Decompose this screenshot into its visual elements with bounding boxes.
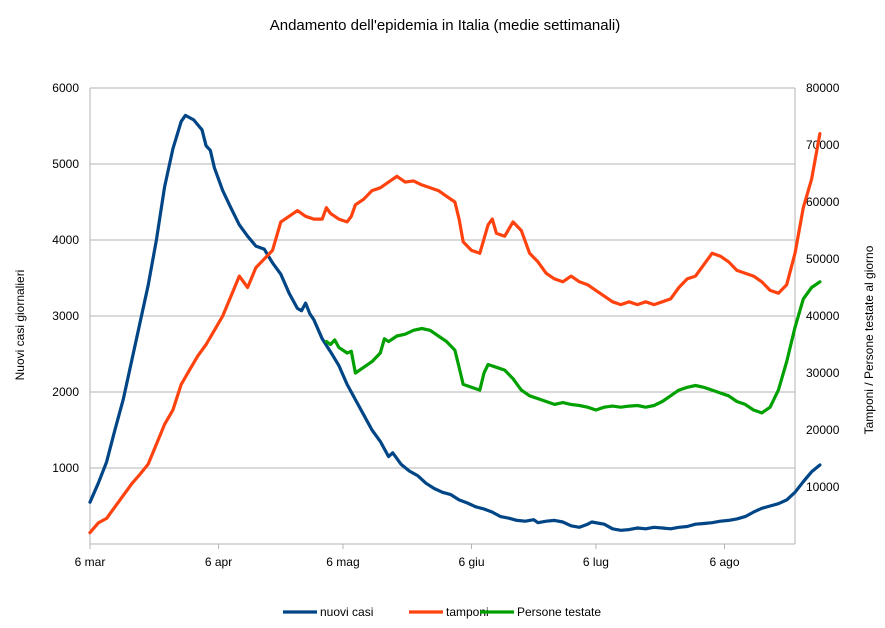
y-right-tick-label: 30000 [806, 366, 840, 380]
y-right-tick-label: 70000 [806, 138, 840, 152]
legend-label: nuovi casi [320, 605, 373, 619]
axes [89, 88, 796, 549]
y-left-tick-label: 3000 [52, 309, 79, 323]
grid [90, 87, 795, 469]
x-tick-label: 6 mag [326, 555, 359, 569]
ticks: 1000 2000 3000 4000 5000 6000 10000 20000 30000 4… [52, 81, 839, 569]
legend-label: tamponi [446, 605, 489, 619]
series-lines [88, 113, 822, 535]
y-axis-left-title: Nuovi casi giornalieri [13, 270, 27, 381]
x-tick-label: 6 mar [75, 555, 106, 569]
x-tick-label: 6 ago [709, 555, 739, 569]
series-line-nuovi-casi [88, 113, 822, 532]
y-right-tick-label: 60000 [806, 195, 840, 209]
x-tick-label: 6 lug [583, 555, 609, 569]
y-left-tick-label: 6000 [52, 81, 79, 95]
legend: nuovi casi tamponi Persone testate [283, 605, 601, 619]
y-right-tick-label: 10000 [806, 480, 840, 494]
chart-title: Andamento dell'epidemia in Italia (medie… [270, 17, 621, 34]
y-right-tick-label: 40000 [806, 309, 840, 323]
y-right-tick-label: 20000 [806, 423, 840, 437]
y-left-tick-label: 4000 [52, 233, 79, 247]
x-tick-label: 6 apr [205, 555, 232, 569]
y-left-tick-label: 2000 [52, 385, 79, 399]
y-axis-right-title: Tamponi / Persone testate al giorno [862, 245, 876, 434]
series-line-persone-testate [324, 280, 822, 415]
legend-label: Persone testate [517, 605, 601, 619]
x-tick-label: 6 giu [459, 555, 485, 569]
series-line-tamponi [88, 132, 822, 535]
y-left-tick-label: 1000 [52, 461, 79, 475]
y-right-tick-label: 80000 [806, 81, 840, 95]
y-left-tick-label: 5000 [52, 157, 79, 171]
y-right-tick-label: 50000 [806, 252, 840, 266]
